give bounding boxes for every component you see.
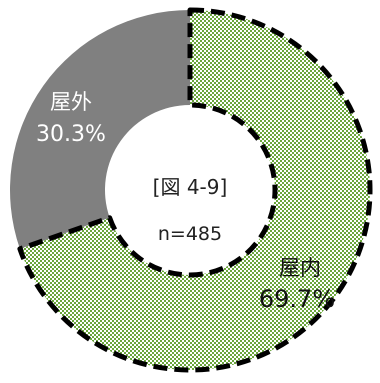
figure-label: [図 4-9] (153, 175, 228, 199)
slice-indoor (17, 7, 373, 373)
sample-size-label: n=485 (158, 223, 222, 245)
slice-label-outdoor-name: 屋外 (50, 90, 92, 114)
slice-label-indoor-value: 69.7% (259, 285, 335, 313)
slice-outdoor (9, 10, 191, 249)
donut-slices (9, 7, 373, 373)
slice-label-indoor-name: 屋内 (279, 256, 321, 280)
slice-label-outdoor-value: 30.3% (36, 122, 106, 147)
